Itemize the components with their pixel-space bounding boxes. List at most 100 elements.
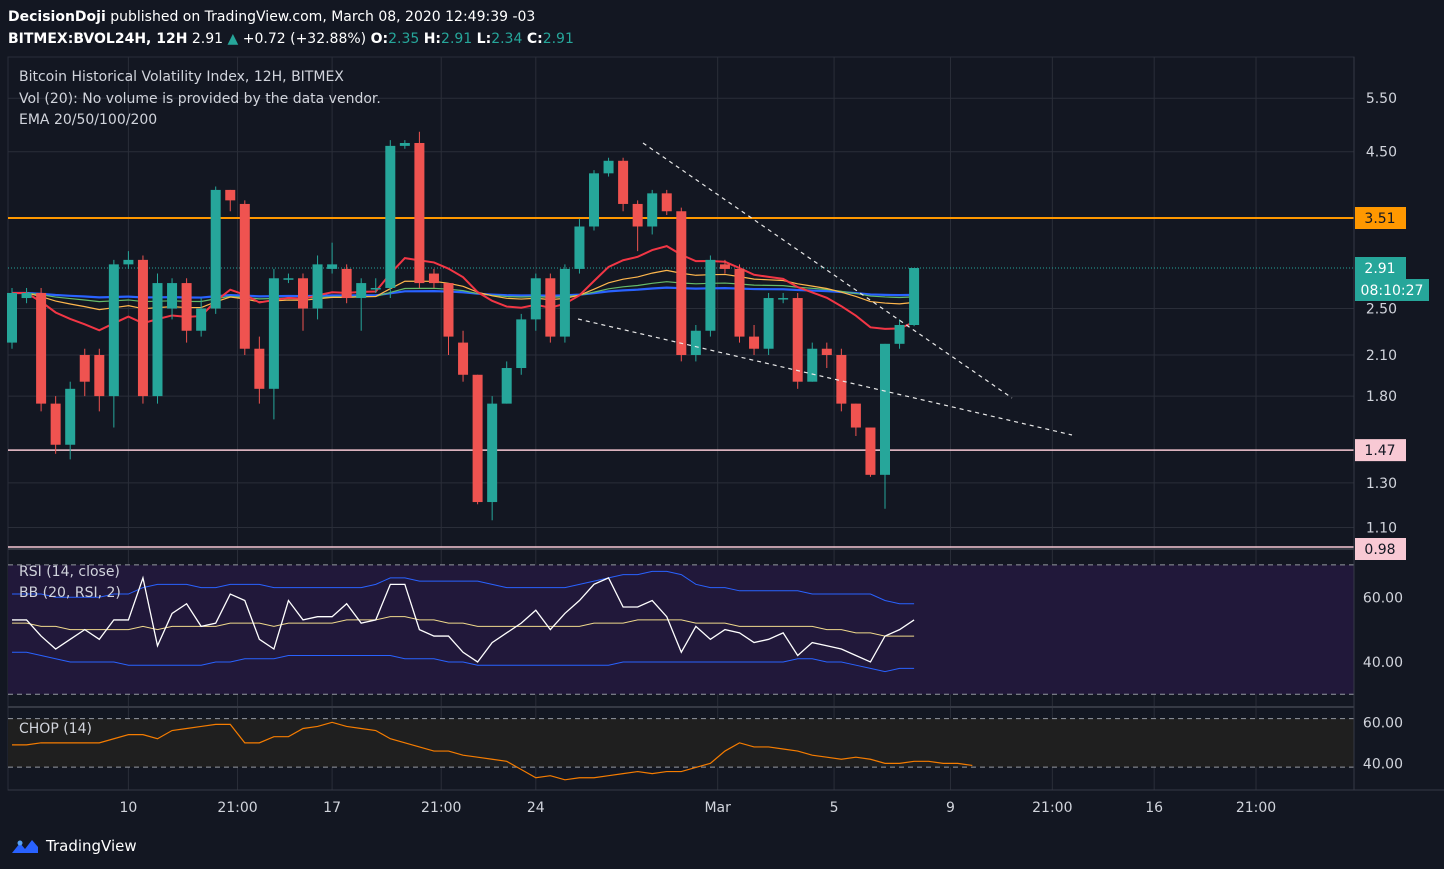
candle-body [574,226,585,269]
price-tick-label: 5.50 [1366,91,1397,107]
low-label: L: [476,31,492,47]
hline-price-label: 1.47 [1364,443,1395,459]
candle [501,361,512,404]
time-tick-label: 21:00 [217,800,257,816]
candle-body [501,368,512,404]
candle [647,189,658,235]
chop-line [12,721,973,781]
chop-title: CHOP (14) [19,721,92,737]
candle-body [225,189,236,201]
candle [50,396,61,454]
candle [36,287,47,412]
chop-pane[interactable] [8,718,1354,781]
candle [370,278,381,293]
candle-body [647,193,658,227]
candle [574,218,585,274]
time-tick-label: 24 [527,800,545,816]
candle [21,287,32,304]
candle-body [894,325,905,344]
last-price-label: 2.91 [1364,261,1395,277]
candle-body [749,336,760,349]
candle-body [341,268,352,299]
lower-trendline[interactable] [577,318,1073,436]
legend-title: Bitcoin Historical Volatility Index, 12H… [19,69,344,85]
candle [443,283,454,356]
hline-price-badge [1355,207,1406,230]
candle [137,255,148,404]
candle [283,273,294,284]
candle [167,278,178,320]
candle [705,255,716,337]
candle-body [909,268,920,326]
tradingview-branding[interactable]: TradingView [10,834,137,858]
candle [414,131,425,288]
candle [472,374,483,505]
close-label: C: [526,31,543,47]
candle [181,278,192,343]
candle-body [356,283,367,299]
candle [385,140,396,299]
candle-body [603,160,614,174]
candle-body [618,160,629,204]
candle-body [807,348,818,382]
candle [661,189,672,215]
candle-body [443,283,454,337]
candle [341,264,352,304]
price-tick-label: 4.50 [1366,145,1397,161]
candle-body [108,264,119,397]
publish-line: DecisionDoji published on TradingView.co… [8,6,1428,28]
candle [312,255,323,320]
candle [618,157,629,212]
candle-body [196,308,207,331]
price-tick-label: 1.10 [1366,520,1397,536]
candle-body [836,355,847,404]
candle [821,342,832,369]
candle [458,330,469,382]
price-axis[interactable]: 5.50 4.50 2.50 2.10 1.80 1.30 1.10 60.00 40.00 60… [1355,91,1429,772]
candle [719,259,730,274]
time-tick-label: 21:00 [1236,800,1276,816]
rsi-pane[interactable] [8,564,1354,695]
candle-body [763,298,774,349]
candle [268,268,279,420]
candle-body [690,330,701,356]
high-label: H: [423,31,442,47]
time-tick-label: 5 [830,800,839,816]
candle-body [705,259,716,331]
candle-body [676,211,687,356]
candle [399,140,410,149]
candle-body [880,343,890,475]
time-axis[interactable]: 10 21:00 17 21:00 24 Mar 5 9 21:00 16 21:00 [119,800,1276,816]
candle [690,325,701,362]
upper-trendline[interactable] [642,142,1013,399]
candle [909,268,920,327]
time-tick-label: Mar [704,800,731,816]
candle-body [589,173,599,227]
symbol-name[interactable]: BITMEX:BVOL24H, 12H [8,31,188,47]
chop-tick-label: 60.00 [1363,715,1403,731]
candle [589,170,599,231]
price-tick-label: 2.50 [1366,302,1397,318]
candle-body [210,189,221,309]
candle [428,268,439,288]
author-name[interactable]: DecisionDoji [8,9,106,25]
candle-body [632,203,643,227]
candle [327,242,338,274]
hline-price-label: 0.98 [1364,542,1395,558]
candle [65,381,76,460]
candle [603,157,614,177]
candle [79,348,90,397]
candle [108,259,119,428]
candle [836,348,847,412]
time-tick-label: 9 [946,800,955,816]
change-value: +0.72 (+32.88%) [242,31,367,47]
candlesticks [7,131,920,521]
trendlines [577,142,1073,436]
time-tick-label: 16 [1145,800,1163,816]
hline-price-badge [1355,439,1406,462]
countdown-badge [1355,279,1429,302]
up-triangle-icon: ▲ [227,31,239,47]
last-price-badge [1355,257,1406,280]
high-value: 2.91 [441,31,473,47]
